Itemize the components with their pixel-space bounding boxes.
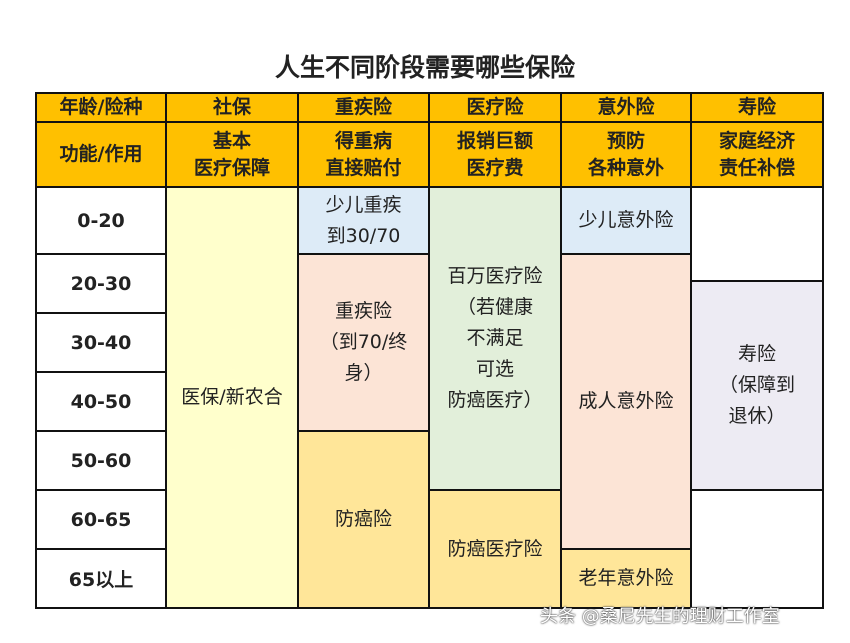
function-medical: 报销巨额 医疗费 [428, 121, 562, 188]
cancer-medical-cell: 防癌医疗险 [428, 489, 562, 609]
cancer-insurance-cell: 防癌险 [297, 430, 430, 609]
function-age-type: 功能/作用 [35, 121, 167, 188]
page-title: 人生不同阶段需要哪些保险 [274, 53, 575, 82]
age-row-label: 0-20 [35, 186, 167, 255]
adult-accident-cell: 成人意外险 [560, 253, 692, 550]
age-row-label: 65以上 [35, 548, 167, 609]
function-social: 基本 医疗保障 [165, 121, 299, 188]
header-critical-illness: 重疾险 [297, 92, 430, 123]
adult-critical-illness-cell: 重疾险 （到70/终 身） [297, 253, 430, 432]
life-empty-cell [690, 489, 824, 609]
age-row-label: 60-65 [35, 489, 167, 550]
million-medical-cell: 百万医疗险 （若健康 不满足 可选 防癌医疗） [428, 186, 562, 491]
function-accident: 预防 各种意外 [560, 121, 692, 188]
function-critical-illness: 得重病 直接赔付 [297, 121, 430, 188]
child-critical-illness-cell: 少儿重疾 到30/70 [297, 186, 430, 255]
age-row-label: 50-60 [35, 430, 167, 491]
header-life: 寿险 [690, 92, 824, 123]
senior-accident-cell: 老年意外险 [560, 548, 692, 609]
header-age-type: 年龄/险种 [35, 92, 167, 123]
watermark: 头条 @桑尼先生的理财工作室 [540, 606, 780, 627]
social-insurance-cell: 医保/新农合 [165, 186, 299, 609]
age-row-label: 20-30 [35, 253, 167, 314]
header-medical: 医疗险 [428, 92, 562, 123]
age-row-label: 30-40 [35, 312, 167, 373]
child-accident-cell: 少儿意外险 [560, 186, 692, 255]
header-social: 社保 [165, 92, 299, 123]
header-accident: 意外险 [560, 92, 692, 123]
age-row-label: 40-50 [35, 371, 167, 432]
life-insurance-cell: 寿险 （保障到 退休） [690, 280, 824, 491]
function-life: 家庭经济 责任补偿 [690, 121, 824, 188]
life-empty-cell [690, 186, 824, 282]
